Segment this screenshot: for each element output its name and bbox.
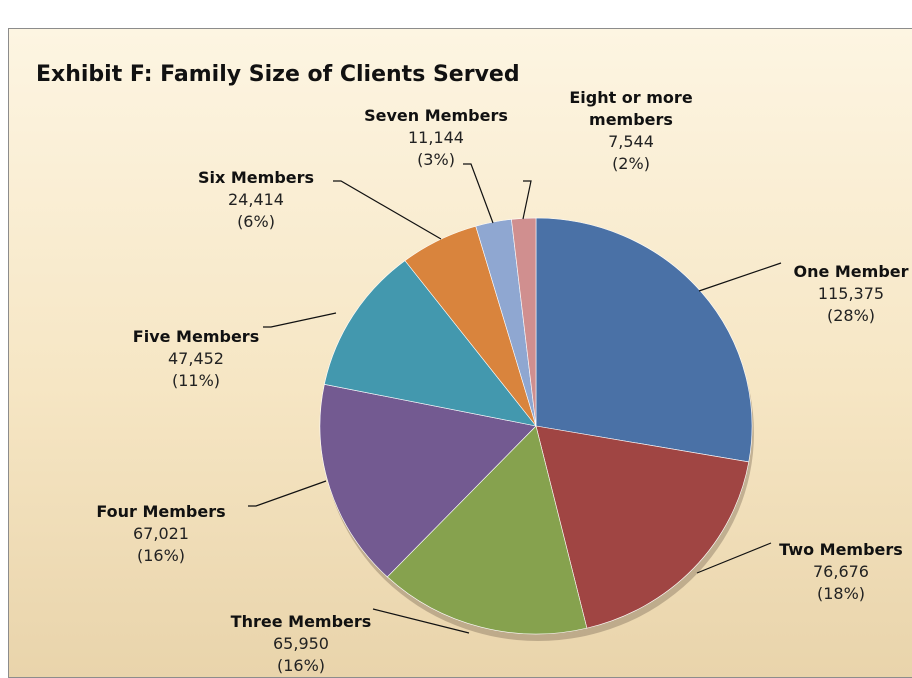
pie-slice xyxy=(535,217,753,463)
slice-percent: (28%) xyxy=(826,306,876,325)
slice-percent: (2%) xyxy=(612,154,650,173)
slice-percent: (11%) xyxy=(171,371,221,390)
slice-value: 24,414 xyxy=(228,190,284,209)
pie-slice xyxy=(324,260,537,427)
slice-percent: (3%) xyxy=(417,150,455,169)
leader-line xyxy=(333,180,442,240)
slice-name: Three Members xyxy=(230,612,372,631)
leader-line xyxy=(372,608,470,634)
pie-slice xyxy=(386,425,588,635)
slice-label: Eight or more members 7,544 (2%) xyxy=(556,87,706,175)
slice-label: One Member 115,375 (28%) xyxy=(771,261,912,327)
leader-line xyxy=(263,312,337,328)
slice-name: One Member xyxy=(793,262,909,281)
leader-line xyxy=(698,262,782,292)
chart-frame: Exhibit F: Family Size of Clients Served… xyxy=(8,28,912,678)
slice-value: 47,452 xyxy=(168,349,224,368)
slice-label: Three Members 65,950 (16%) xyxy=(211,611,391,677)
leader-line xyxy=(522,180,532,220)
slice-value: 7,544 xyxy=(608,132,654,151)
pie-slice xyxy=(319,383,537,578)
leader-line xyxy=(248,480,327,507)
slice-value: 115,375 xyxy=(817,284,885,303)
slice-name: Six Members xyxy=(197,168,315,187)
slice-percent: (18%) xyxy=(816,584,866,603)
slice-label: Five Members 47,452 (11%) xyxy=(111,326,281,392)
pie-chart xyxy=(248,163,782,641)
slice-name: Four Members xyxy=(96,502,226,521)
slice-percent: (16%) xyxy=(136,546,186,565)
slice-percent: (16%) xyxy=(276,656,326,675)
slice-label: Four Members 67,021 (16%) xyxy=(81,501,241,567)
slice-value: 76,676 xyxy=(813,562,869,581)
slice-value: 67,021 xyxy=(133,524,189,543)
pie-slice xyxy=(535,425,750,629)
slice-value: 65,950 xyxy=(273,634,329,653)
slice-name: Five Members xyxy=(132,327,260,346)
slice-percent: (6%) xyxy=(237,212,275,231)
chart-title: Exhibit F: Family Size of Clients Served xyxy=(36,62,520,87)
slice-name: Eight or more members xyxy=(569,88,693,129)
leader-line xyxy=(463,163,494,224)
leader-line xyxy=(696,542,772,574)
slice-name: Seven Members xyxy=(364,106,508,125)
slice-name: Two Members xyxy=(779,540,903,559)
slice-value: 11,144 xyxy=(408,128,464,147)
slice-label: Two Members 76,676 (18%) xyxy=(761,539,912,605)
slice-label: Six Members 24,414 (6%) xyxy=(181,167,331,233)
slice-label: Seven Members 11,144 (3%) xyxy=(351,105,521,171)
